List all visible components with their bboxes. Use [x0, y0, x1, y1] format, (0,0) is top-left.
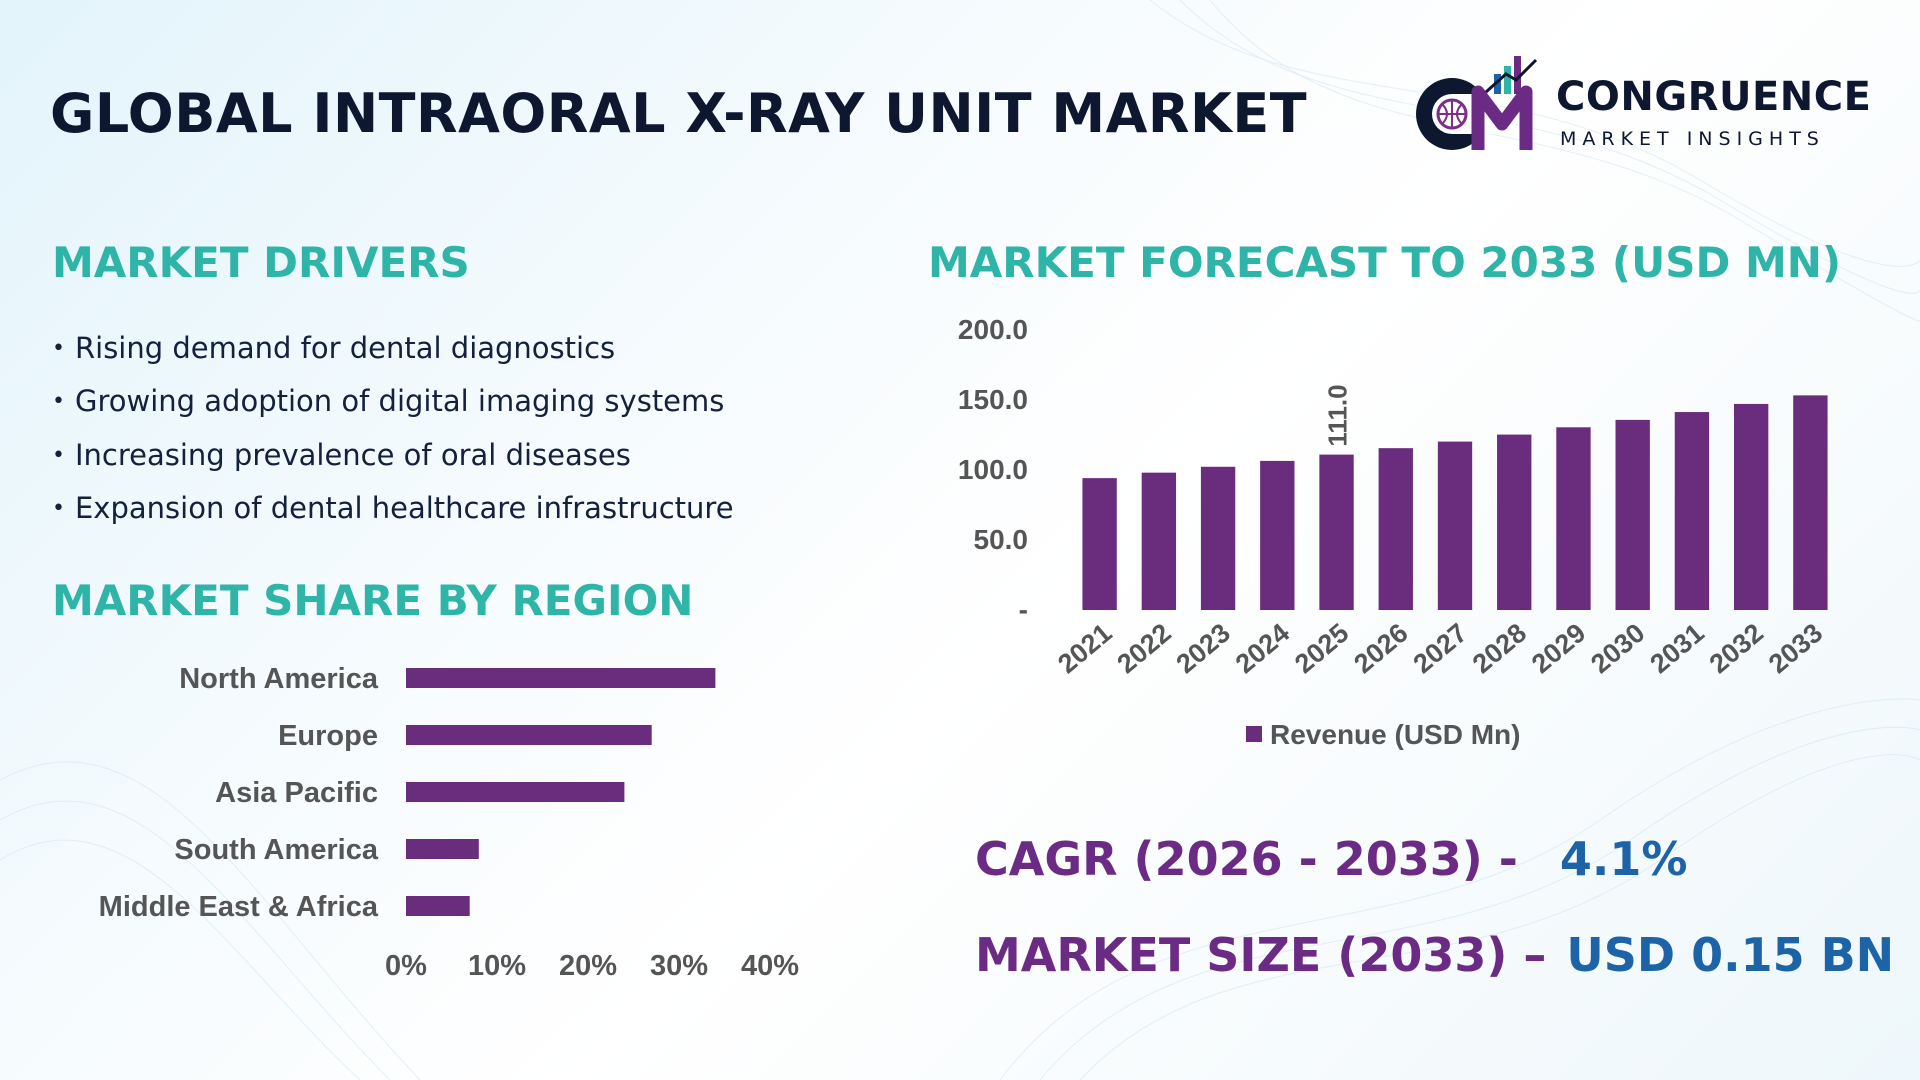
y-tick-label: - — [1019, 594, 1028, 625]
y-tick-label: 100.0 — [958, 454, 1028, 485]
bar — [1733, 403, 1769, 610]
cagr-value: 4.1% — [1559, 832, 1688, 886]
logo-brand-name: CONGRUENCE — [1556, 74, 1872, 120]
x-tick-label: 2025 — [1289, 618, 1354, 680]
region-share-chart: North America Europe Asia Pacific South Ame… — [99, 663, 800, 982]
bar — [1378, 448, 1413, 610]
company-logo: CONGRUENCE MARKET INSIGHTS — [1400, 52, 1872, 162]
driver-item: Expansion of dental healthcare infrastru… — [52, 482, 734, 535]
data-label: 111.0 — [1323, 384, 1353, 446]
region-heading: MARKET SHARE BY REGION — [52, 576, 694, 625]
drivers-list: Rising demand for dental diagnostics Gro… — [52, 322, 734, 535]
bar — [1497, 434, 1532, 610]
x-tick-label: 2029 — [1526, 618, 1591, 680]
forecast-heading: MARKET FORECAST TO 2033 (USD MN) — [928, 238, 1842, 287]
bar — [1556, 427, 1591, 610]
x-tick-label: 0% — [385, 950, 427, 982]
driver-item: Rising demand for dental diagnostics — [52, 322, 734, 375]
legend-swatch — [1246, 726, 1262, 742]
region-label: Middle East & Africa — [99, 891, 379, 923]
driver-item: Increasing prevalence of oral diseases — [52, 429, 734, 482]
logo-tagline: MARKET INSIGHTS — [1560, 128, 1825, 150]
bar — [1674, 412, 1710, 610]
forecast-chart: - 50.0 100.0 150.0 200.0 20212022202320242025… — [958, 314, 1828, 750]
region-label: Europe — [278, 720, 378, 752]
region-label: South America — [174, 834, 378, 866]
x-tick-label: 2031 — [1644, 618, 1709, 680]
bar — [1615, 419, 1650, 610]
bar — [1319, 454, 1354, 610]
x-tick-label: 2021 — [1052, 618, 1117, 680]
x-tick-label: 2024 — [1230, 618, 1295, 680]
x-tick-label: 30% — [650, 950, 708, 982]
x-tick-label: 2033 — [1763, 618, 1828, 680]
x-tick-label: 2026 — [1348, 618, 1413, 680]
region-label: Asia Pacific — [215, 777, 378, 809]
x-tick-label: 10% — [468, 950, 526, 982]
market-size-value: USD 0.15 BN — [1566, 928, 1895, 982]
x-tick-label: 20% — [559, 950, 617, 982]
region-bar — [406, 896, 470, 916]
y-tick-label: 50.0 — [974, 524, 1029, 555]
x-tick-label: 2032 — [1704, 618, 1769, 680]
bar — [1082, 478, 1117, 610]
bar — [1200, 466, 1236, 610]
drivers-heading: MARKET DRIVERS — [52, 238, 470, 287]
legend-label: Revenue (USD Mn) — [1270, 719, 1520, 750]
x-tick-label: 2022 — [1111, 618, 1176, 680]
cagr-label: CAGR (2026 - 2033) - — [975, 832, 1518, 886]
region-bar — [406, 668, 716, 688]
x-tick-label: 40% — [741, 950, 799, 982]
x-tick-label: 2023 — [1171, 618, 1236, 680]
driver-item: Growing adoption of digital imaging syst… — [52, 375, 734, 428]
x-tick-label: 2027 — [1408, 618, 1473, 680]
bar — [1793, 395, 1828, 610]
bar — [1260, 460, 1295, 610]
x-tick-label: 2028 — [1467, 618, 1532, 680]
region-bar — [406, 839, 479, 859]
bar — [1437, 441, 1473, 610]
y-tick-label: 200.0 — [958, 314, 1028, 345]
x-tick-label: 2030 — [1585, 618, 1650, 680]
region-bar — [406, 725, 652, 745]
logo-mark-icon — [1416, 56, 1538, 150]
market-size-row: MARKET SIZE (2033) – USD 0.15 BN — [975, 928, 1894, 982]
y-tick-label: 150.0 — [958, 384, 1028, 415]
region-label: North America — [179, 663, 379, 695]
region-bar — [406, 782, 625, 802]
market-size-label: MARKET SIZE (2033) – — [975, 928, 1547, 982]
cagr-row: CAGR (2026 - 2033) - 4.1% — [975, 832, 1687, 886]
bar — [1141, 472, 1177, 610]
page-title: GLOBAL INTRAORAL X-RAY UNIT MARKET — [50, 82, 1308, 145]
